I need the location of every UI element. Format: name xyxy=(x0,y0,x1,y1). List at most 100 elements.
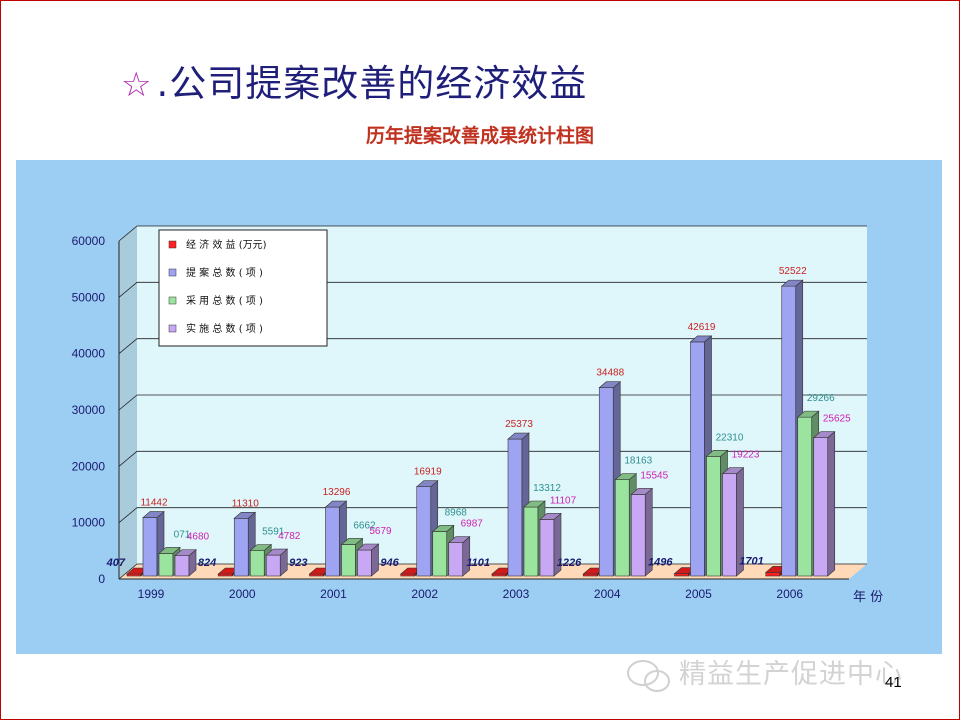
bar-front xyxy=(674,573,689,577)
data-label: 42619 xyxy=(688,322,716,333)
bar-front xyxy=(448,542,464,577)
bar-front xyxy=(416,486,432,577)
bar-front xyxy=(507,438,523,577)
y-tick-label: 10000 xyxy=(72,516,106,530)
data-label: 29266 xyxy=(807,393,835,404)
bar-front xyxy=(142,517,158,577)
bar-front xyxy=(630,494,646,577)
bar-front xyxy=(614,479,630,577)
bar-side xyxy=(827,430,836,577)
bar-front xyxy=(158,553,174,577)
bar-front xyxy=(797,416,813,577)
legend-label: 提 案 总 数 ( 项 ) xyxy=(186,266,263,279)
data-label: 5679 xyxy=(369,526,392,537)
legend-swatch xyxy=(168,240,177,249)
data-label: 6987 xyxy=(461,519,484,530)
data-label: 923 xyxy=(289,557,307,569)
y-tick-label: 30000 xyxy=(72,403,106,417)
bar-top xyxy=(340,538,364,545)
y-tick-label: 0 xyxy=(98,572,105,586)
bar-front xyxy=(357,549,372,577)
data-label: 13296 xyxy=(323,487,351,498)
chart-title: 历年提案改善成果统计柱图 xyxy=(365,125,594,147)
bar-front xyxy=(813,437,829,577)
data-label: 52522 xyxy=(779,266,807,277)
bar-front xyxy=(523,506,539,577)
bar xyxy=(174,548,197,577)
page-number: 41 xyxy=(885,674,902,691)
data-label: 1496 xyxy=(648,557,673,569)
bar-top xyxy=(721,467,745,475)
data-label: 6662 xyxy=(353,520,376,531)
legend-swatch xyxy=(168,268,177,277)
bar-top xyxy=(689,335,713,343)
data-label: 16919 xyxy=(414,467,442,478)
legend: 经 济 效 益 (万元) 提 案 总 数 ( 项 ) 采 用 总 数 ( 项 ) 实 … xyxy=(158,229,328,347)
data-label: 19223 xyxy=(732,450,760,461)
data-label: 824 xyxy=(198,557,216,569)
gridline xyxy=(118,450,867,467)
y-tick-label: 50000 xyxy=(72,290,106,304)
x-tick-label: 2004 xyxy=(594,587,621,601)
y-tick-label: 40000 xyxy=(72,347,106,361)
bar-front xyxy=(706,456,721,577)
x-tick-label: 2002 xyxy=(411,587,438,601)
data-label: 1226 xyxy=(557,557,582,569)
bar-top xyxy=(174,549,197,556)
bar-top xyxy=(630,488,654,495)
bar-front xyxy=(432,531,448,577)
watermark-text: 精益生产促进中心 xyxy=(679,659,903,690)
bar-top xyxy=(523,500,546,508)
bar-front xyxy=(539,519,555,577)
bar xyxy=(721,467,745,577)
bar-front xyxy=(325,506,340,577)
data-label: 15545 xyxy=(640,470,668,481)
data-label: 8968 xyxy=(445,507,468,518)
bar-top xyxy=(598,381,622,389)
bar-top xyxy=(431,525,455,532)
data-label: 25373 xyxy=(505,419,533,430)
bar-top xyxy=(158,547,181,554)
data-label: 18163 xyxy=(624,456,652,467)
star-icon: ☆ xyxy=(121,65,153,105)
data-label: 11107 xyxy=(550,495,577,506)
bar xyxy=(356,543,380,577)
legend-item: 提 案 总 数 ( 项 ) xyxy=(168,266,263,279)
bar-top xyxy=(249,544,273,551)
bar-top xyxy=(447,536,471,543)
legend-label: 实 施 总 数 ( 项 ) xyxy=(186,322,263,335)
bar-top xyxy=(539,513,562,520)
x-tick-label: 2006 xyxy=(776,587,803,601)
bar-front xyxy=(249,550,265,577)
x-tick-label: 2003 xyxy=(503,587,530,601)
data-label: 071 xyxy=(174,529,191,540)
bar-top xyxy=(415,480,439,487)
data-label: 11310 xyxy=(232,498,260,509)
x-tick-label: 2000 xyxy=(229,587,256,601)
data-label: 22310 xyxy=(716,432,744,443)
heading-text: .公司提案改善的经济效益 xyxy=(156,62,588,105)
bar-front xyxy=(781,285,797,577)
bar-top xyxy=(780,279,804,287)
bar-front xyxy=(722,473,737,577)
gridline xyxy=(118,281,867,298)
legend-item: 经 济 效 益 (万元) xyxy=(168,238,267,251)
legend-item: 采 用 总 数 ( 项 ) xyxy=(168,294,263,307)
y-tick-label: 20000 xyxy=(72,459,106,473)
slide-heading: ☆ .公司提案改善的经济效益 xyxy=(121,53,587,107)
y-tick-label: 60000 xyxy=(72,234,106,248)
gridline xyxy=(118,394,867,411)
legend-swatch xyxy=(168,296,177,305)
data-label: 11442 xyxy=(140,498,168,509)
x-axis-title: 年 份 xyxy=(853,590,883,605)
legend-label: 经 济 效 益 (万元) xyxy=(186,238,267,251)
bar-front xyxy=(174,555,190,577)
bar-top xyxy=(324,500,348,508)
bar xyxy=(158,546,181,577)
wechat-icon xyxy=(627,660,670,692)
bar-top xyxy=(233,511,257,519)
data-label: 34488 xyxy=(596,368,624,379)
data-label: 5591 xyxy=(262,527,285,538)
bar-top xyxy=(265,548,289,556)
